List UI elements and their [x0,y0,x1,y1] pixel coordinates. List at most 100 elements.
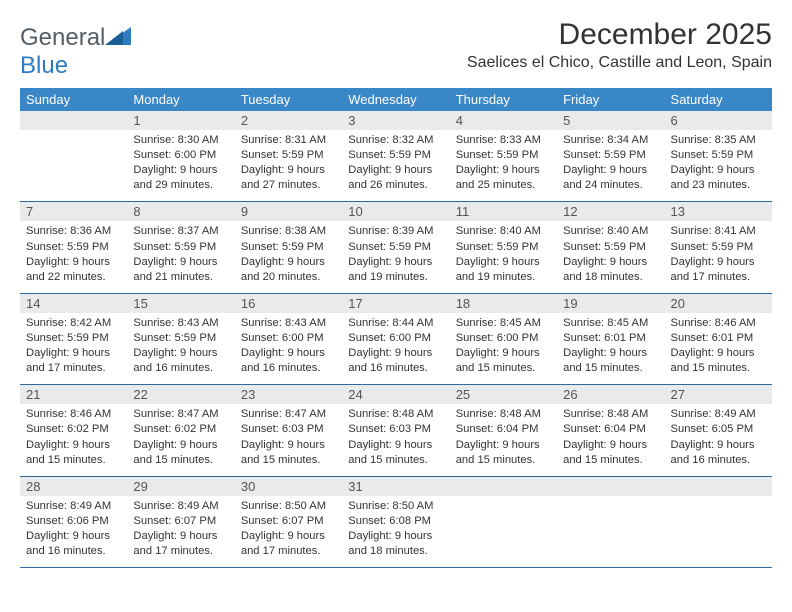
sunrise-text: Sunrise: 8:48 AM [563,407,658,422]
day-cell: Sunrise: 8:40 AMSunset: 5:59 PMDaylight:… [450,221,557,293]
day1-text: Daylight: 9 hours [563,255,658,270]
sunset-text: Sunset: 6:00 PM [133,148,228,163]
sunset-text: Sunset: 5:59 PM [241,240,336,255]
day-cell: Sunrise: 8:39 AMSunset: 5:59 PMDaylight:… [342,221,449,293]
sunset-text: Sunset: 6:02 PM [133,422,228,437]
day-cell: Sunrise: 8:46 AMSunset: 6:01 PMDaylight:… [665,313,772,385]
sunset-text: Sunset: 6:01 PM [671,331,766,346]
col-tuesday: Tuesday [235,88,342,111]
sunrise-text: Sunrise: 8:47 AM [133,407,228,422]
day-number: 31 [342,476,449,496]
sunset-text: Sunset: 5:59 PM [348,240,443,255]
sunset-text: Sunset: 6:05 PM [671,422,766,437]
day2-text: and 16 minutes. [133,361,228,376]
day-cell: Sunrise: 8:50 AMSunset: 6:08 PMDaylight:… [342,496,449,568]
day-number: 9 [235,202,342,222]
day1-text: Daylight: 9 hours [133,255,228,270]
day1-text: Daylight: 9 hours [563,346,658,361]
sunset-text: Sunset: 6:01 PM [563,331,658,346]
day2-text: and 15 minutes. [456,361,551,376]
day1-text: Daylight: 9 hours [671,346,766,361]
day1-text: Daylight: 9 hours [563,163,658,178]
sunrise-text: Sunrise: 8:30 AM [133,133,228,148]
day2-text: and 16 minutes. [241,361,336,376]
daynum-row: 78910111213 [20,202,772,222]
day-number: 10 [342,202,449,222]
day1-text: Daylight: 9 hours [348,163,443,178]
location-subtitle: Saelices el Chico, Castille and Leon, Sp… [467,54,772,72]
col-monday: Monday [127,88,234,111]
day-cell: Sunrise: 8:46 AMSunset: 6:02 PMDaylight:… [20,404,127,476]
day-cell [20,130,127,202]
day1-text: Daylight: 9 hours [241,438,336,453]
day-cell: Sunrise: 8:48 AMSunset: 6:04 PMDaylight:… [557,404,664,476]
day-cell: Sunrise: 8:49 AMSunset: 6:06 PMDaylight:… [20,496,127,568]
day-number: 15 [127,293,234,313]
day-number: 12 [557,202,664,222]
day-number: 7 [20,202,127,222]
sunset-text: Sunset: 5:59 PM [133,331,228,346]
sunset-text: Sunset: 6:00 PM [456,331,551,346]
page-header: GeneralBlue December 2025 Saelices el Ch… [20,18,772,80]
day-content-row: Sunrise: 8:46 AMSunset: 6:02 PMDaylight:… [20,404,772,476]
sunrise-text: Sunrise: 8:46 AM [26,407,121,422]
day-cell [665,496,772,568]
day1-text: Daylight: 9 hours [348,255,443,270]
day-cell: Sunrise: 8:33 AMSunset: 5:59 PMDaylight:… [450,130,557,202]
day-cell: Sunrise: 8:41 AMSunset: 5:59 PMDaylight:… [665,221,772,293]
sunset-text: Sunset: 6:06 PM [26,514,121,529]
sunrise-text: Sunrise: 8:37 AM [133,224,228,239]
day-number: 21 [20,385,127,405]
day2-text: and 16 minutes. [348,361,443,376]
sunrise-text: Sunrise: 8:34 AM [563,133,658,148]
day-cell [450,496,557,568]
sunrise-text: Sunrise: 8:35 AM [671,133,766,148]
day2-text: and 19 minutes. [456,270,551,285]
sunrise-text: Sunrise: 8:33 AM [456,133,551,148]
day-cell: Sunrise: 8:35 AMSunset: 5:59 PMDaylight:… [665,130,772,202]
daynum-row: 21222324252627 [20,385,772,405]
sunset-text: Sunset: 5:59 PM [456,240,551,255]
sunrise-text: Sunrise: 8:40 AM [563,224,658,239]
sunset-text: Sunset: 6:00 PM [348,331,443,346]
day-number [450,476,557,496]
day1-text: Daylight: 9 hours [26,255,121,270]
day2-text: and 29 minutes. [133,178,228,193]
day-number: 19 [557,293,664,313]
day1-text: Daylight: 9 hours [348,346,443,361]
day2-text: and 15 minutes. [456,453,551,468]
day2-text: and 20 minutes. [241,270,336,285]
sunrise-text: Sunrise: 8:49 AM [26,499,121,514]
sunrise-text: Sunrise: 8:32 AM [348,133,443,148]
sunrise-text: Sunrise: 8:41 AM [671,224,766,239]
sunrise-text: Sunrise: 8:44 AM [348,316,443,331]
day2-text: and 21 minutes. [133,270,228,285]
day-content-row: Sunrise: 8:30 AMSunset: 6:00 PM Daylight:… [20,130,772,202]
day2-text: and 15 minutes. [671,361,766,376]
day-number: 22 [127,385,234,405]
day2-text: and 18 minutes. [563,270,658,285]
day-number: 23 [235,385,342,405]
day1-text: Daylight: 9 hours [671,163,766,178]
day1-text: Daylight: 9 hours [133,438,228,453]
daynum-row: 28293031 [20,476,772,496]
day-cell: Sunrise: 8:42 AMSunset: 5:59 PMDaylight:… [20,313,127,385]
day1-text: Daylight: 9 hours [26,529,121,544]
day-content-row: Sunrise: 8:49 AMSunset: 6:06 PMDaylight:… [20,496,772,568]
day2-text: and 16 minutes. [26,544,121,559]
day-cell: Sunrise: 8:37 AMSunset: 5:59 PMDaylight:… [127,221,234,293]
brand-name-part2: Blue [20,52,68,79]
day2-text: and 17 minutes. [26,361,121,376]
sunrise-text: Sunrise: 8:40 AM [456,224,551,239]
title-block: December 2025 Saelices el Chico, Castill… [467,18,772,72]
day-number: 20 [665,293,772,313]
day-cell: Sunrise: 8:40 AMSunset: 5:59 PMDaylight:… [557,221,664,293]
sunrise-text: Sunrise: 8:43 AM [241,316,336,331]
col-saturday: Saturday [665,88,772,111]
day1-text: Daylight: 9 hours [133,346,228,361]
day2-text: and 15 minutes. [563,361,658,376]
day-number: 13 [665,202,772,222]
sunset-text: Sunset: 5:59 PM [26,331,121,346]
sunset-text: Sunset: 5:59 PM [348,148,443,163]
sunrise-text: Sunrise: 8:31 AM [241,133,336,148]
